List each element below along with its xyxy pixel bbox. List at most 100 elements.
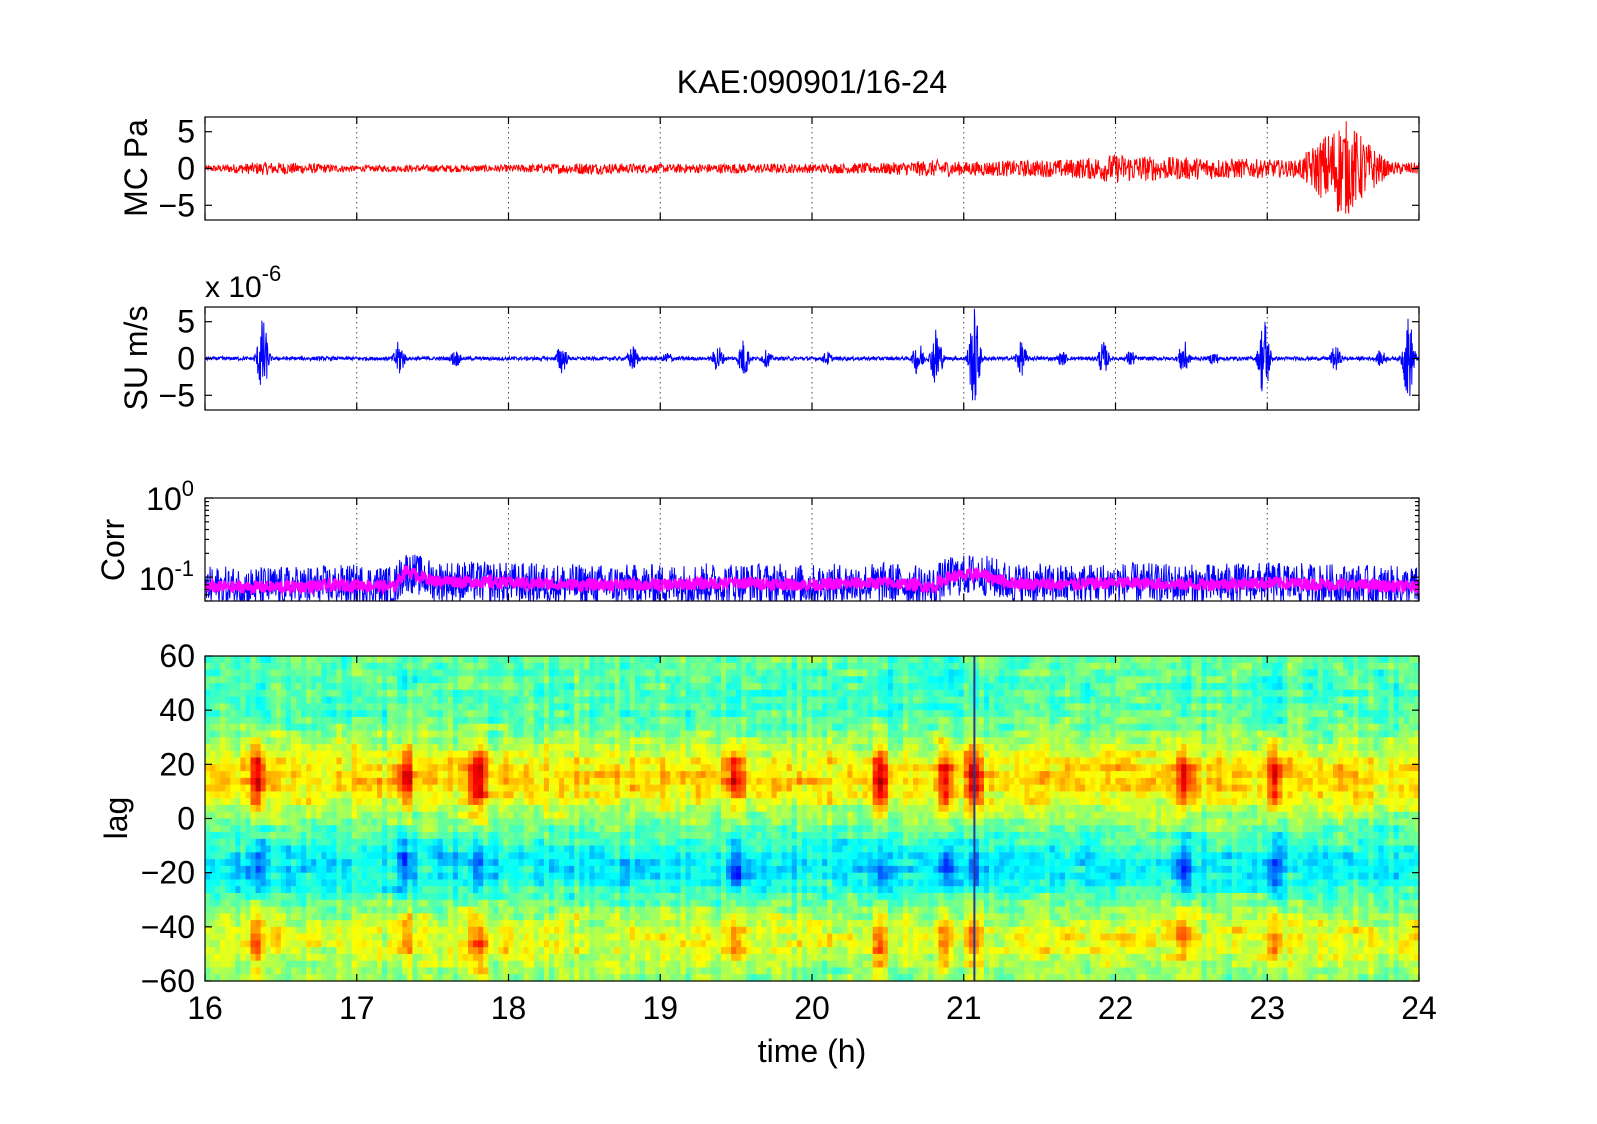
- heatmap-cell: [275, 913, 282, 921]
- heatmap-cell: [412, 967, 419, 975]
- heatmap-cell: [392, 953, 398, 962]
- heatmap-cell: [493, 784, 499, 793]
- heatmap-cell: [427, 656, 434, 664]
- heatmap-cell: [609, 737, 616, 745]
- heatmap-cell: [543, 974, 550, 982]
- heatmap-cell: [387, 771, 393, 779]
- heatmap-cell: [296, 913, 302, 921]
- heatmap-cell: [392, 940, 398, 948]
- heatmap-cell: [316, 811, 322, 820]
- heatmap-cell: [387, 764, 393, 772]
- heatmap-cell: [351, 879, 358, 887]
- heatmap-cell: [483, 852, 489, 860]
- heatmap-cell: [640, 710, 646, 718]
- heatmap-cell: [629, 845, 636, 853]
- heatmap-cell: [422, 804, 429, 813]
- heatmap-cell: [710, 750, 717, 759]
- heatmap-cell: [321, 879, 327, 887]
- heatmap-cell: [483, 791, 489, 799]
- heatmap-cell: [397, 960, 403, 969]
- heatmap-cell: [235, 784, 242, 793]
- heatmap-cell: [331, 669, 338, 677]
- heatmap-cell: [675, 892, 682, 901]
- heatmap-cell: [361, 947, 368, 955]
- heatmap-cell: [452, 926, 459, 935]
- heatmap-cell: [564, 771, 570, 779]
- heatmap-cell: [619, 832, 626, 840]
- heatmap-cell: [533, 777, 540, 786]
- heatmap-cell: [336, 953, 343, 962]
- heatmap-cell: [447, 920, 454, 928]
- heatmap-cell: [468, 696, 474, 704]
- heatmap-cell: [260, 811, 267, 820]
- heatmap-cell: [366, 662, 373, 671]
- heatmap-cell: [346, 825, 353, 833]
- heatmap-cell: [508, 960, 515, 969]
- heatmap-cell: [341, 892, 348, 901]
- heatmap-cell: [574, 656, 580, 664]
- heatmap-cell: [680, 771, 687, 779]
- heatmap-cell: [594, 777, 601, 786]
- heatmap-cell: [402, 710, 408, 718]
- heatmap-cell: [285, 838, 292, 847]
- heatmap-cell: [215, 818, 221, 826]
- heatmap-cell: [675, 696, 682, 704]
- heatmap-cell: [255, 899, 262, 908]
- heatmap-cell: [412, 953, 419, 962]
- heatmap-cell: [285, 933, 292, 941]
- heatmap-cell: [564, 662, 570, 671]
- heatmap-cell: [407, 920, 413, 928]
- heatmap-cell: [457, 940, 464, 948]
- heatmap-cell: [452, 879, 459, 887]
- heatmap-cell: [275, 703, 282, 711]
- heatmap-cell: [447, 656, 454, 664]
- heatmap-cell: [705, 804, 712, 813]
- heatmap-cell: [346, 764, 353, 772]
- heatmap-cell: [311, 710, 317, 718]
- heatmap-cell: [265, 730, 272, 738]
- heatmap-cell: [564, 920, 570, 928]
- heatmap-cell: [235, 838, 242, 847]
- heatmap-cell: [645, 703, 651, 711]
- heatmap-cell: [316, 974, 322, 982]
- heatmap-cell: [700, 825, 707, 833]
- heatmap-cell: [265, 696, 272, 704]
- heatmap-cell: [321, 967, 327, 975]
- heatmap-cell: [336, 886, 343, 894]
- heatmap-cell: [665, 920, 671, 928]
- heatmap-cell: [629, 777, 636, 786]
- heatmap-cell: [665, 716, 671, 725]
- heatmap-cell: [215, 744, 221, 752]
- heatmap-cell: [548, 906, 555, 914]
- heatmap-cell: [392, 798, 398, 806]
- heatmap-cell: [240, 696, 247, 704]
- heatmap-cell: [275, 940, 282, 948]
- heatmap-cell: [554, 859, 560, 867]
- heatmap-cell: [579, 656, 585, 664]
- heatmap-cell: [700, 845, 707, 853]
- heatmap-cell: [498, 744, 505, 752]
- heatmap-cell: [392, 865, 398, 874]
- heatmap-cell: [462, 710, 469, 718]
- heatmap-cell: [316, 913, 322, 921]
- heatmap-cell: [675, 960, 682, 969]
- heatmap-cell: [634, 757, 641, 765]
- heatmap-cell: [220, 886, 226, 894]
- heatmap-cell: [341, 825, 348, 833]
- heatmap-cell: [392, 656, 398, 664]
- heatmap-cell: [285, 832, 292, 840]
- heatmap-cell: [675, 689, 682, 698]
- heatmap-cell: [538, 865, 545, 874]
- heatmap-cell: [220, 737, 226, 745]
- heatmap-cell: [503, 771, 510, 779]
- heatmap-cell: [417, 967, 424, 975]
- heatmap-cell: [346, 892, 353, 901]
- heatmap-cell: [695, 953, 702, 962]
- heatmap-cell: [220, 683, 226, 691]
- heatmap-cell: [336, 811, 343, 820]
- heatmap-cell: [311, 920, 317, 928]
- heatmap-cell: [235, 757, 242, 765]
- heatmap-cell: [609, 838, 616, 847]
- heatmap-cell: [498, 865, 505, 874]
- su-ticks: 50−5: [159, 304, 1420, 413]
